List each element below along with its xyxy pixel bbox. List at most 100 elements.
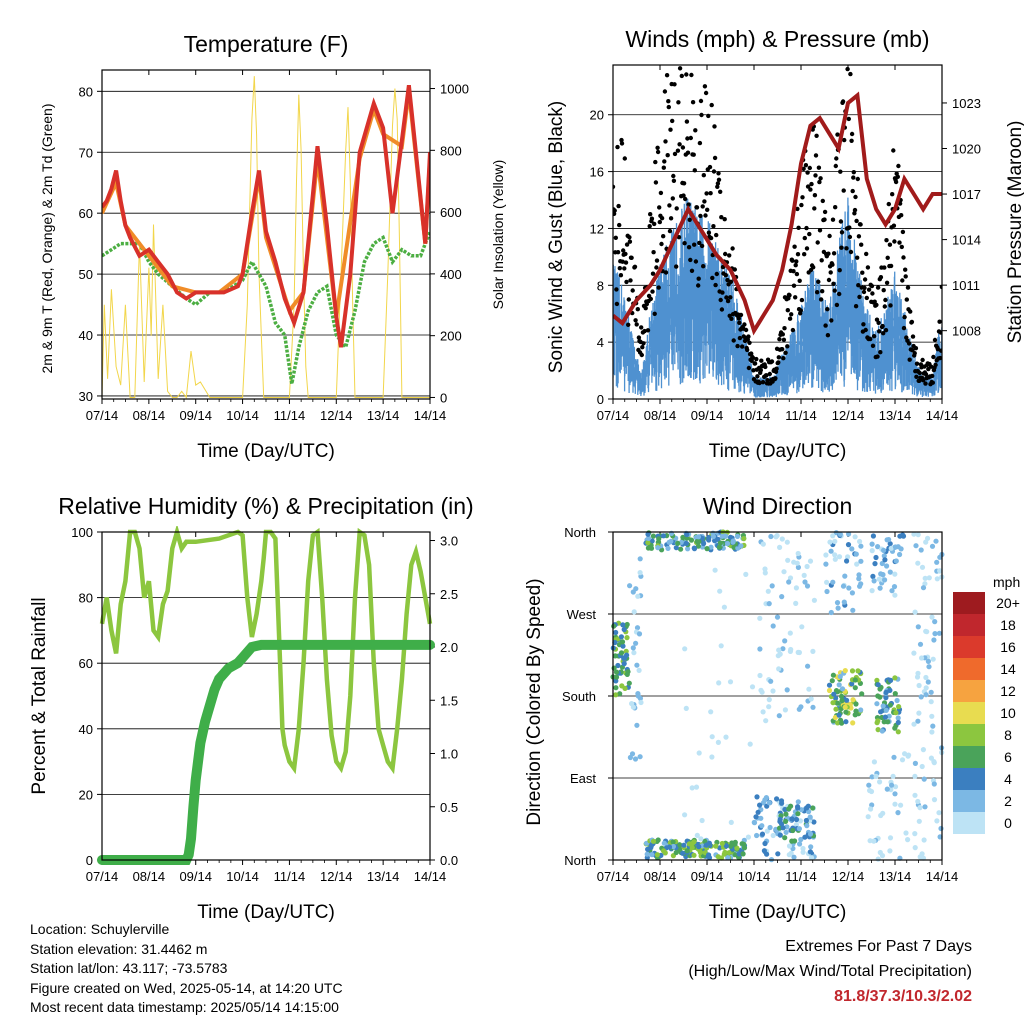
y-tick-label: 12 xyxy=(590,221,604,236)
direction-point xyxy=(934,576,940,582)
direction-point xyxy=(856,572,862,578)
direction-point xyxy=(635,593,641,599)
gust-point xyxy=(835,132,840,137)
direction-point xyxy=(696,844,702,850)
gust-point xyxy=(909,319,915,325)
gust-point xyxy=(648,296,653,302)
gust-point xyxy=(897,240,902,245)
gust-point xyxy=(765,378,770,383)
gust-point xyxy=(831,251,837,256)
gust-point xyxy=(664,73,670,78)
gust-point xyxy=(723,251,728,257)
direction-point xyxy=(883,695,889,701)
gust-point xyxy=(689,268,695,273)
direction-point xyxy=(709,754,715,760)
direction-point xyxy=(712,567,718,573)
y-tick-label: 20 xyxy=(590,108,604,123)
direction-point xyxy=(766,601,772,607)
direction-point xyxy=(865,814,871,820)
direction-point xyxy=(757,672,763,679)
gust-point xyxy=(825,307,830,312)
gust-point xyxy=(910,334,916,339)
gust-point xyxy=(702,84,708,89)
x-tick-label: 07/14 xyxy=(86,869,119,884)
gust-point xyxy=(815,290,820,295)
direction-point xyxy=(936,810,942,816)
gust-point xyxy=(613,211,617,216)
direction-point xyxy=(892,544,899,550)
direction-point xyxy=(911,531,917,537)
gust-point xyxy=(685,150,691,155)
direction-point xyxy=(875,856,881,862)
gust-point xyxy=(834,302,840,308)
gust-point xyxy=(814,133,819,138)
gust-point xyxy=(681,193,686,198)
x-tick-label: 14/14 xyxy=(414,408,447,423)
direction-point xyxy=(839,720,845,726)
gust-point xyxy=(688,135,693,141)
direction-point xyxy=(853,708,859,714)
gust-point xyxy=(862,277,868,282)
direction-point xyxy=(824,579,830,585)
y-axis-title: Sonic Wind & Gust (Blue, Black) xyxy=(546,101,567,373)
direction-point xyxy=(929,729,935,735)
direction-point xyxy=(829,678,835,684)
direction-point xyxy=(925,658,932,665)
direction-point xyxy=(795,564,802,571)
direction-point xyxy=(706,840,713,846)
direction-point xyxy=(789,816,795,822)
direction-point xyxy=(770,623,776,629)
gust-point xyxy=(846,116,851,122)
gust-point xyxy=(687,217,692,222)
direction-point xyxy=(922,804,928,810)
gust-point xyxy=(674,264,679,269)
direction-point xyxy=(682,812,688,818)
direction-point xyxy=(791,559,797,565)
direction-point xyxy=(852,677,858,683)
gust-point xyxy=(693,128,698,133)
gust-point xyxy=(892,239,897,244)
direction-point xyxy=(870,573,876,580)
gust-point xyxy=(728,295,733,300)
direction-point xyxy=(926,575,932,581)
gust-point xyxy=(635,307,640,312)
direction-point xyxy=(882,714,889,720)
gust-point xyxy=(848,71,853,77)
gust-point xyxy=(738,312,744,318)
direction-point xyxy=(722,849,728,856)
y-tick-label: 70 xyxy=(79,145,93,160)
direction-point xyxy=(931,781,937,787)
direction-point xyxy=(873,773,879,780)
gust-point xyxy=(880,323,885,329)
extremes-box: Extremes For Past 7 Days (High/Low/Max W… xyxy=(688,934,972,1009)
gust-point xyxy=(693,259,699,264)
gust-point xyxy=(809,181,814,187)
gust-point xyxy=(864,295,869,301)
direction-point xyxy=(706,537,712,543)
x-tick-label: 08/14 xyxy=(644,869,677,884)
y2-tick-label: 1008 xyxy=(952,324,981,339)
direction-point xyxy=(842,668,848,674)
gust-point xyxy=(868,336,873,342)
gust-point xyxy=(777,337,782,342)
y2-tick-label: 3.0 xyxy=(440,534,458,549)
direction-point xyxy=(931,637,937,643)
direction-point xyxy=(730,539,736,545)
y2-tick-label: 1020 xyxy=(952,142,981,157)
gust-point xyxy=(805,184,811,189)
direction-point xyxy=(727,679,734,685)
direction-point xyxy=(923,692,929,698)
colorbar-swatch xyxy=(953,790,985,812)
direction-point xyxy=(762,840,768,847)
direction-point xyxy=(832,556,838,562)
gust-point xyxy=(895,174,900,179)
gust-point xyxy=(742,322,747,327)
gust-point xyxy=(830,217,836,222)
gust-point xyxy=(914,374,919,379)
direction-point xyxy=(759,689,765,695)
direction-point xyxy=(776,713,782,719)
gust-point xyxy=(729,316,734,321)
gust-point xyxy=(870,291,875,296)
gust-point xyxy=(903,274,908,279)
direction-point xyxy=(842,704,848,710)
